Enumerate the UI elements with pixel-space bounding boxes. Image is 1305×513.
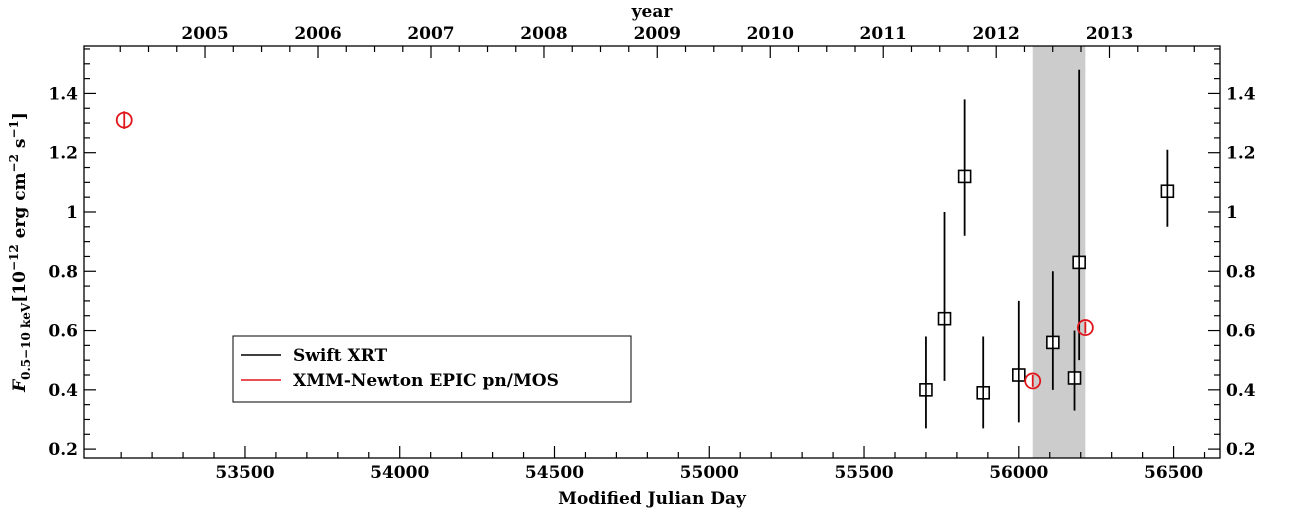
legend: Swift XRT XMM-Newton EPIC pn/MOS xyxy=(232,335,632,403)
y-tick-label-right: 0.2 xyxy=(1226,440,1256,460)
top-axis-label: year xyxy=(631,2,674,22)
y-tick-label-left: 1.2 xyxy=(48,144,78,164)
y-label-main: F xyxy=(10,378,30,393)
series-swift-xrt xyxy=(919,69,1175,429)
y-label-exp2: −2 xyxy=(7,154,21,172)
y-tick-label-right: 0.8 xyxy=(1226,262,1256,282)
x-tick-label: 53500 xyxy=(215,463,274,483)
y-tick-label-right: 0.4 xyxy=(1226,381,1256,401)
year-tick-label: 2010 xyxy=(747,24,794,44)
y-tick-label-left: 1 xyxy=(66,203,78,223)
axis-ticks: 53500 54000 54500 55000 55500 56000 56500 2005 2… xyxy=(48,24,1255,483)
x-tick-label: 56000 xyxy=(989,463,1048,483)
y-label-unit2: s xyxy=(10,139,30,155)
x-tick-label: 56500 xyxy=(1144,463,1203,483)
x-axis-label: Modified Julian Day xyxy=(558,489,747,509)
legend-label-xmm: XMM-Newton EPIC pn/MOS xyxy=(293,371,559,391)
y-tick-label-left: 0.6 xyxy=(48,322,78,342)
data-point-circle xyxy=(1024,372,1042,390)
y-tick-label-left: 1.4 xyxy=(48,84,78,104)
series-xmm-newton xyxy=(115,111,1094,390)
data-point-circle xyxy=(1076,319,1094,336)
y-tick-label-right: 1.4 xyxy=(1226,84,1256,104)
plot-frame xyxy=(83,45,1221,459)
data-points xyxy=(115,69,1175,429)
x-tick-label: 55000 xyxy=(680,463,739,483)
y-tick-label-left: 0.2 xyxy=(48,440,78,460)
year-tick-label: 2011 xyxy=(860,24,907,44)
y-label-unit: erg cm xyxy=(10,172,30,244)
y-label-exp3: −1 xyxy=(7,120,21,138)
y-label-sub: 0.5−10 keV xyxy=(19,302,33,380)
year-tick-label: 2009 xyxy=(634,24,681,44)
x-tick-label: 54500 xyxy=(525,463,584,483)
year-tick-label: 2007 xyxy=(407,24,454,44)
y-tick-label-right: 1.2 xyxy=(1226,144,1256,164)
x-tick-label: 55500 xyxy=(834,463,893,483)
y-tick-label-left: 0.8 xyxy=(48,262,78,282)
y-label-exp1: −12 xyxy=(7,244,21,271)
year-tick-label: 2008 xyxy=(520,24,567,44)
year-tick-label: 2012 xyxy=(973,24,1020,44)
y-label-bracket-open: [10 xyxy=(10,271,30,303)
y-tick-label-right: 0.6 xyxy=(1226,322,1256,342)
y-tick-label-left: 0.4 xyxy=(48,381,78,401)
y-axis-label: F0.5−10 keV[10−12 erg cm−2 s−1] xyxy=(7,112,33,393)
data-point-circle xyxy=(115,111,133,129)
x-tick-label: 54000 xyxy=(370,463,429,483)
year-tick-label: 2013 xyxy=(1086,24,1133,44)
legend-label-swift: Swift XRT xyxy=(293,346,387,366)
y-label-bracket-close: ] xyxy=(10,112,30,120)
year-tick-label: 2005 xyxy=(181,24,228,44)
shaded-interval xyxy=(1032,46,1086,458)
y-tick-label-right: 1 xyxy=(1226,203,1238,223)
year-tick-label: 2006 xyxy=(294,24,341,44)
